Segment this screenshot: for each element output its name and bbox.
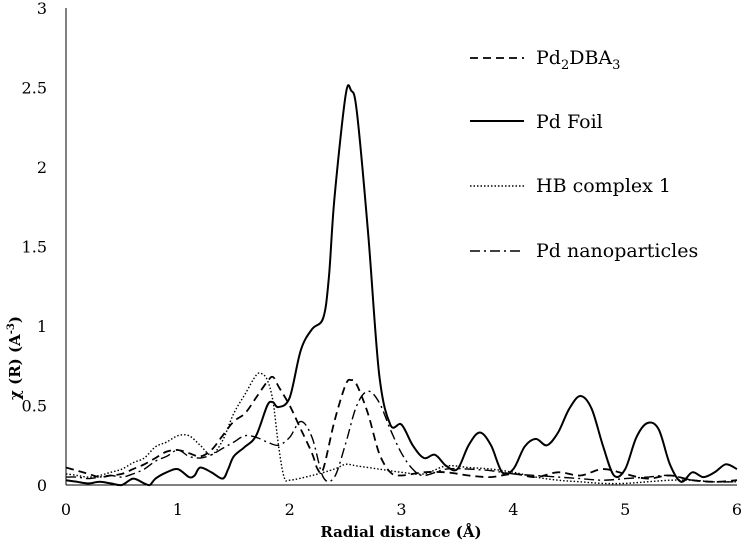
y-tick-label: 3	[37, 0, 47, 18]
legend-label-pd2dba3-base: Pd	[536, 47, 561, 69]
x-tick-label: 6	[732, 500, 742, 519]
x-tick-labels: 0 1 2 3 4 5 6	[61, 500, 742, 519]
y-tick-label: 2	[37, 158, 47, 177]
y-axis-title-sup: -3	[6, 323, 17, 334]
series-line-pd-nanoparticles	[65, 390, 738, 483]
axes	[65, 8, 737, 486]
legend-label-pd2dba3-mid: DBA	[569, 47, 612, 69]
legend-label-pd2dba3-sub1: 2	[561, 58, 569, 73]
y-tick-label: 1.5	[22, 238, 47, 257]
x-tick-label: 0	[61, 500, 71, 519]
x-tick-label: 3	[396, 500, 406, 519]
series-line-pd2dba3	[65, 375, 738, 483]
legend-label-pd2dba3-sub2: 3	[612, 58, 620, 73]
x-tick-label: 1	[173, 500, 183, 519]
legend-item-hb-complex-1: HB complex 1	[470, 175, 671, 197]
legend-label-pd-foil: Pd Foil	[536, 111, 603, 133]
x-axis-title: Radial distance (Å)	[320, 523, 481, 541]
legend: Pd2DBA3 Pd Foil HB complex 1 Pd nanopart…	[470, 47, 698, 262]
x-tick-label: 4	[508, 500, 518, 519]
y-axis-title-main: χ (R) (A	[6, 334, 24, 400]
legend-item-pd2dba3: Pd2DBA3	[470, 47, 620, 73]
x-tick-label: 5	[620, 500, 630, 519]
y-axis-title-end: )	[6, 316, 24, 323]
y-axis-title: χ (R) (A-3)	[6, 316, 24, 400]
y-tick-label: 2.5	[22, 79, 47, 98]
series-lines	[65, 84, 738, 487]
legend-item-pd-foil: Pd Foil	[470, 111, 603, 133]
y-tick-label: 1	[37, 317, 47, 336]
series-line-hb-complex-1	[65, 372, 738, 485]
y-tick-labels: 0 0.5 1 1.5 2 2.5 3	[22, 0, 47, 495]
series-line-pd-foil	[65, 84, 738, 487]
x-tick-label: 2	[285, 500, 295, 519]
y-tick-label: 0.5	[22, 397, 47, 416]
legend-label-hb-complex-1: HB complex 1	[536, 175, 671, 197]
legend-item-pd-nanoparticles: Pd nanoparticles	[470, 240, 698, 262]
legend-label-pd-nanoparticles: Pd nanoparticles	[536, 240, 698, 262]
y-tick-label: 0	[37, 476, 47, 495]
legend-label-pd2dba3: Pd2DBA3	[536, 47, 620, 73]
